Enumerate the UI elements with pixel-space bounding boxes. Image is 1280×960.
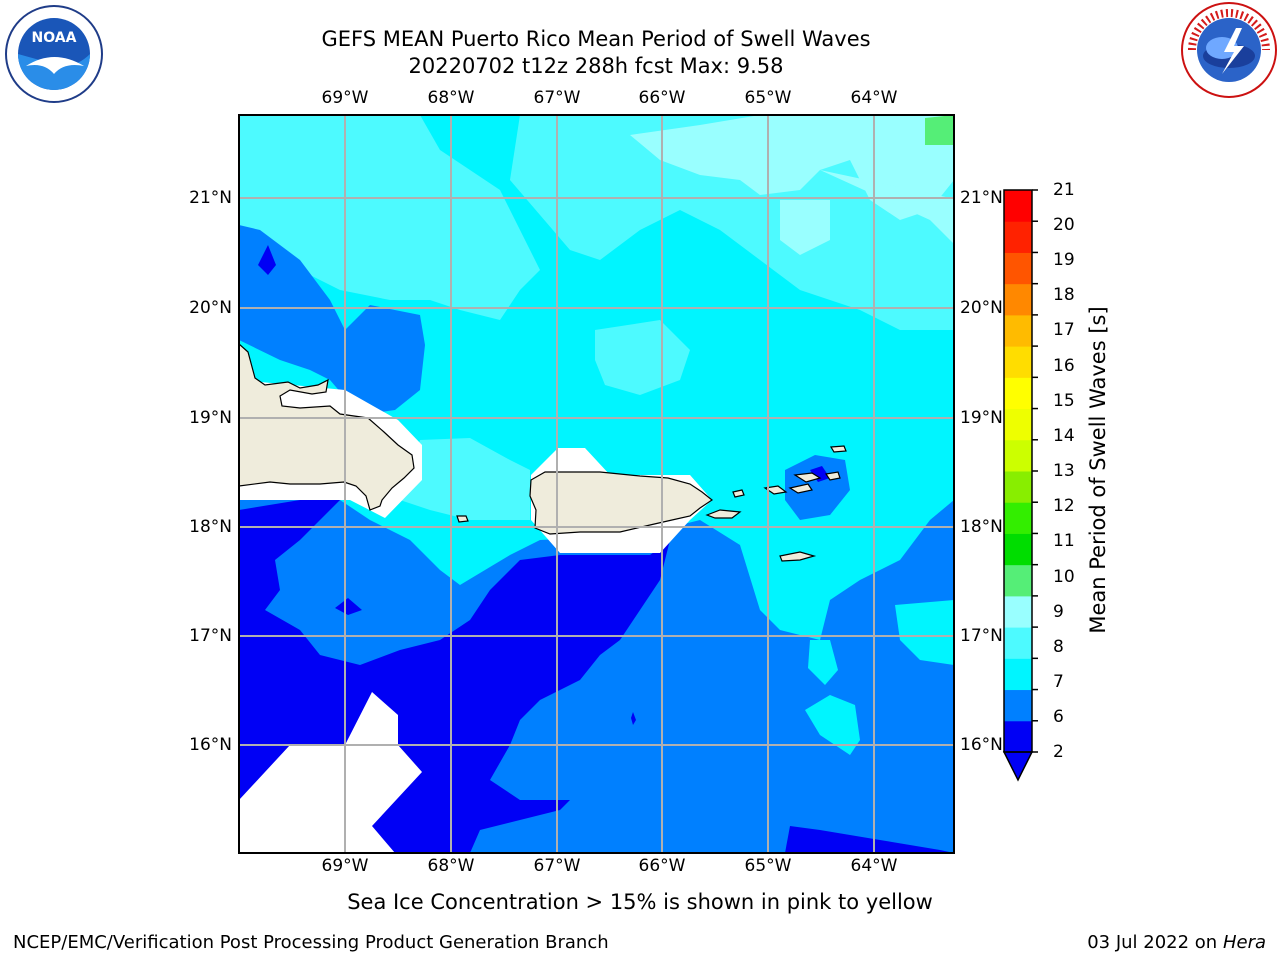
colorbar-tick-label: 19 [1053, 250, 1075, 270]
lat-label-left: 16°N [189, 735, 232, 755]
lon-label-top: 67°W [533, 88, 581, 108]
colorbar-segment [1004, 595, 1032, 628]
lat-label-right: 20°N [960, 298, 1003, 318]
lon-label-bottom: 67°W [533, 856, 581, 876]
colorbar-label: Mean Period of Swell Waves [s] [1086, 306, 1110, 634]
footer-host: Hera [1222, 932, 1266, 953]
colorbar-segment [1004, 408, 1032, 441]
map-frame [238, 114, 955, 854]
colorbar-segment [1004, 346, 1032, 378]
colorbar-tick-label: 6 [1053, 707, 1064, 727]
colorbar-tick-label: 10 [1053, 567, 1075, 587]
colorbar-tick-label: 12 [1053, 496, 1075, 516]
colorbar-tick-label: 14 [1053, 426, 1075, 446]
lon-label-top: 66°W [638, 88, 686, 108]
colorbar-tick-label: 16 [1053, 356, 1075, 376]
lon-label-top: 69°W [321, 88, 369, 108]
colorbar-segment [1004, 190, 1032, 222]
colorbar-segment [1004, 564, 1032, 597]
colorbar-tick-label: 13 [1053, 461, 1075, 481]
lat-label-left: 20°N [189, 298, 232, 318]
lon-label-top: 68°W [427, 88, 475, 108]
lat-label-left: 17°N [189, 626, 232, 646]
colorbar-segment [1004, 720, 1032, 753]
colorbar-segment [1004, 502, 1032, 534]
lon-label-bottom: 68°W [427, 856, 475, 876]
colorbar-segment [1004, 252, 1032, 285]
colorbar-tick-label: 2 [1053, 742, 1064, 762]
lat-label-right: 17°N [960, 626, 1003, 646]
colorbar [1002, 189, 1038, 782]
colorbar-segment [1004, 658, 1032, 691]
lat-label-right: 18°N [960, 517, 1003, 537]
colorbar-tick-label: 15 [1053, 391, 1075, 411]
noaa-logo-icon: NOAA [5, 5, 103, 103]
lat-label-right: 21°N [960, 188, 1003, 208]
lat-label-left: 19°N [189, 408, 232, 428]
svg-text:NOAA: NOAA [32, 30, 77, 46]
colorbar-tick-label: 8 [1053, 637, 1064, 657]
nws-logo-icon [1181, 2, 1277, 98]
colorbar-tick-label: 18 [1053, 285, 1075, 305]
colorbar-segment [1004, 377, 1032, 410]
footer-date-text: 03 Jul 2022 on [1087, 932, 1223, 953]
colorbar-segment [1004, 689, 1032, 722]
colorbar-segment [1004, 283, 1032, 316]
colorbar-tick-label: 11 [1053, 531, 1075, 551]
colorbar-extend-arrow [1002, 751, 1034, 782]
lat-label-left: 18°N [189, 517, 232, 537]
lon-label-bottom: 69°W [321, 856, 369, 876]
lat-label-right: 19°N [960, 408, 1003, 428]
colorbar-tick-label: 21 [1053, 180, 1075, 200]
lon-label-top: 64°W [850, 88, 898, 108]
lat-label-right: 16°N [960, 735, 1003, 755]
footer-credit: NCEP/EMC/Verification Post Processing Pr… [13, 932, 609, 953]
map-title: GEFS MEAN Puerto Rico Mean Period of Swe… [321, 27, 871, 51]
lon-label-bottom: 65°W [744, 856, 792, 876]
colorbar-segment [1004, 221, 1032, 253]
map-gridlines [239, 115, 954, 853]
map-subtitle: 20220702 t12z 288h fcst Max: 9.58 [408, 54, 784, 78]
colorbar-tick-label: 9 [1053, 602, 1064, 622]
lon-label-top: 65°W [744, 88, 792, 108]
lon-label-bottom: 64°W [850, 856, 898, 876]
colorbar-tick-label: 7 [1053, 672, 1064, 692]
colorbar-segment [1004, 533, 1032, 566]
footer-date: 03 Jul 2022 on Hera [1087, 932, 1266, 953]
sea-ice-note: Sea Ice Concentration > 15% is shown in … [347, 890, 933, 914]
colorbar-tick-label: 17 [1053, 320, 1075, 340]
lat-label-left: 21°N [189, 188, 232, 208]
swell-period-field [239, 115, 954, 853]
colorbar-segment [1004, 439, 1032, 472]
lon-label-bottom: 66°W [638, 856, 686, 876]
colorbar-segment [1004, 471, 1032, 503]
colorbar-tick-label: 20 [1053, 215, 1075, 235]
colorbar-segment [1004, 627, 1032, 659]
colorbar-segment [1004, 314, 1032, 347]
